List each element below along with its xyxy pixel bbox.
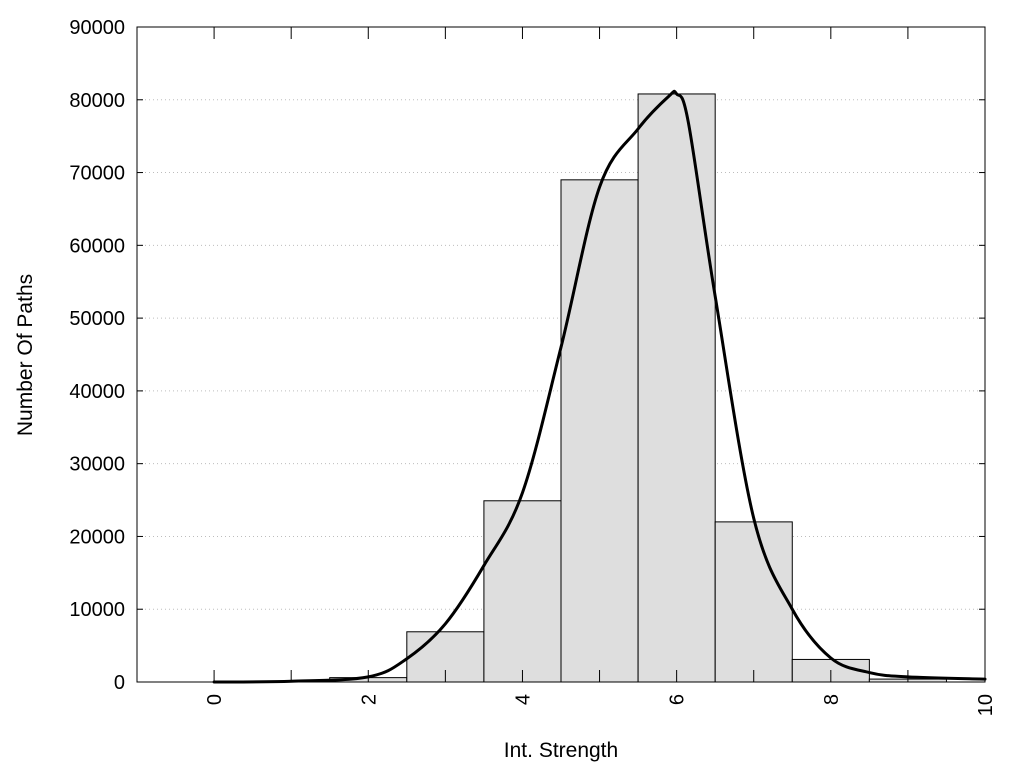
y-tick-label: 50000 bbox=[69, 308, 125, 330]
histogram-bar bbox=[637, 93, 716, 683]
histogram-bar bbox=[483, 500, 562, 683]
y-tick-label: 80000 bbox=[69, 90, 125, 112]
fit-curve-layer bbox=[212, 89, 987, 684]
fit-curve bbox=[212, 89, 987, 684]
y-tick-label: 90000 bbox=[69, 17, 125, 39]
plot-frame bbox=[136, 26, 986, 683]
histogram-bars bbox=[329, 93, 947, 683]
y-tick-label: 70000 bbox=[69, 163, 125, 185]
x-tick-label: 10 bbox=[975, 694, 997, 716]
x-tick-label: 8 bbox=[821, 694, 843, 705]
y-tick-label: 20000 bbox=[69, 526, 125, 548]
axis-ticks: 0 10000 20000 30000 40000 50000 60000 70000 8000… bbox=[69, 17, 997, 716]
x-axis-title: Int. Strength bbox=[504, 739, 618, 762]
x-tick-label: 4 bbox=[512, 694, 534, 705]
x-tick-label: 6 bbox=[667, 694, 689, 705]
histogram-bar bbox=[560, 179, 639, 683]
y-tick-label: 30000 bbox=[69, 454, 125, 476]
x-tick-label: 2 bbox=[358, 694, 380, 705]
x-tick-label: 0 bbox=[204, 694, 226, 705]
y-tick-label: 60000 bbox=[69, 235, 125, 257]
y-tick-label: 10000 bbox=[69, 599, 125, 621]
y-tick-label: 0 bbox=[114, 672, 125, 694]
y-axis-title: Number Of Paths bbox=[14, 274, 37, 436]
histogram-bar bbox=[714, 521, 793, 683]
y-tick-label: 40000 bbox=[69, 381, 125, 403]
